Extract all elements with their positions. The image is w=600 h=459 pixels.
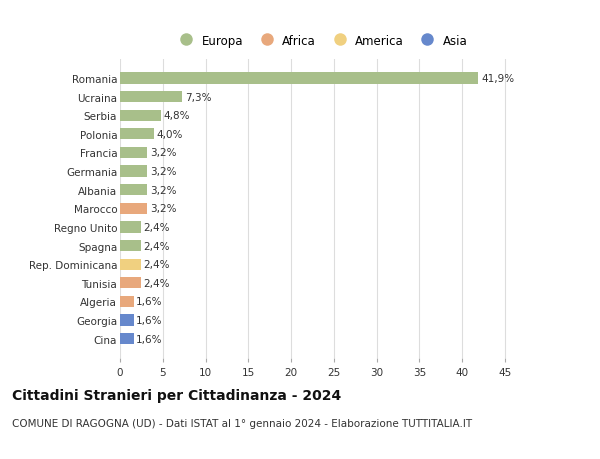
Text: 2,4%: 2,4%	[143, 260, 170, 269]
Bar	[120, 129, 154, 140]
Bar	[120, 73, 478, 84]
Bar	[120, 166, 148, 177]
Text: 41,9%: 41,9%	[481, 74, 514, 84]
Text: 4,0%: 4,0%	[157, 129, 183, 140]
Text: 2,4%: 2,4%	[143, 223, 170, 232]
Text: 3,2%: 3,2%	[150, 167, 176, 177]
Text: Cittadini Stranieri per Cittadinanza - 2024: Cittadini Stranieri per Cittadinanza - 2…	[12, 388, 341, 402]
Bar	[120, 92, 182, 103]
Text: 1,6%: 1,6%	[136, 315, 163, 325]
Text: 1,6%: 1,6%	[136, 297, 163, 307]
Text: 4,8%: 4,8%	[164, 111, 190, 121]
Bar	[120, 241, 140, 252]
Bar	[120, 222, 140, 233]
Bar	[120, 259, 140, 270]
Bar	[120, 278, 140, 289]
Bar	[120, 315, 134, 326]
Text: 7,3%: 7,3%	[185, 92, 212, 102]
Legend: Europa, Africa, America, Asia: Europa, Africa, America, Asia	[170, 30, 472, 52]
Bar	[120, 333, 134, 344]
Text: 2,4%: 2,4%	[143, 241, 170, 251]
Text: COMUNE DI RAGOGNA (UD) - Dati ISTAT al 1° gennaio 2024 - Elaborazione TUTTITALIA: COMUNE DI RAGOGNA (UD) - Dati ISTAT al 1…	[12, 418, 472, 428]
Text: 3,2%: 3,2%	[150, 204, 176, 214]
Text: 2,4%: 2,4%	[143, 278, 170, 288]
Bar	[120, 203, 148, 214]
Bar	[120, 147, 148, 159]
Bar	[120, 185, 148, 196]
Text: 3,2%: 3,2%	[150, 185, 176, 195]
Text: 3,2%: 3,2%	[150, 148, 176, 158]
Bar	[120, 110, 161, 122]
Bar	[120, 296, 134, 308]
Text: 1,6%: 1,6%	[136, 334, 163, 344]
